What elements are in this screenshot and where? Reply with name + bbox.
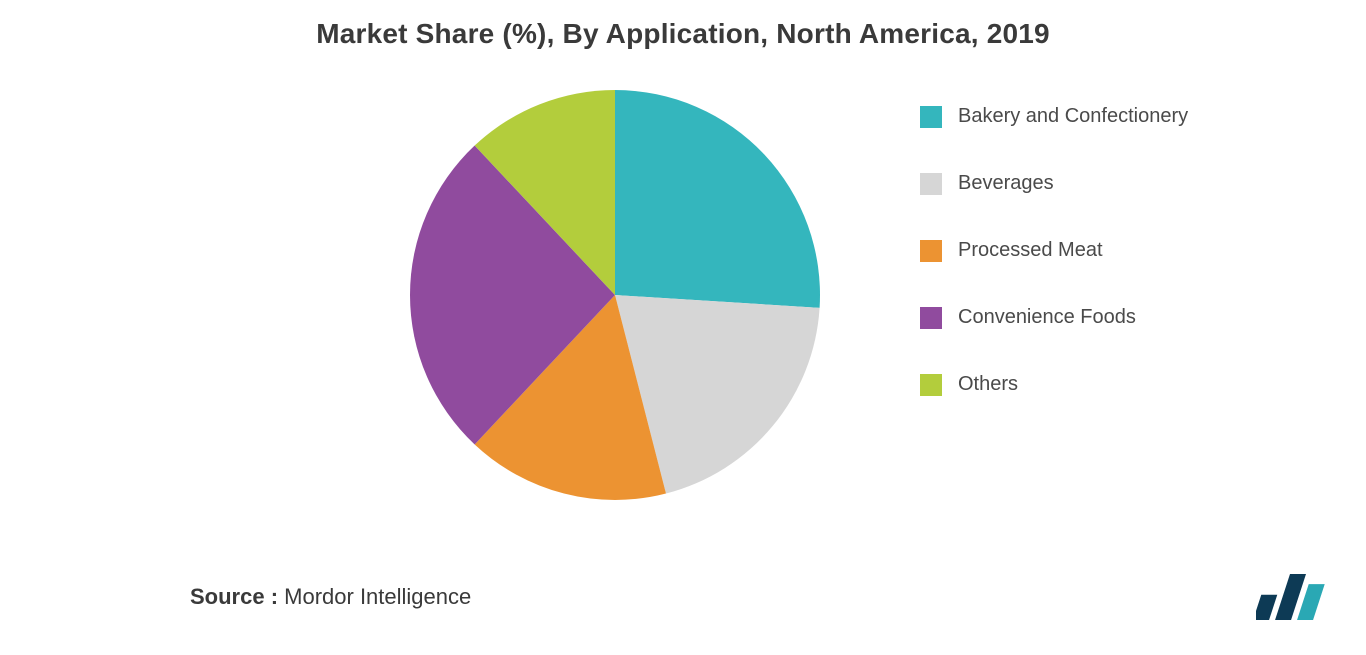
source-label: Source : bbox=[190, 584, 278, 609]
logo-bar bbox=[1256, 595, 1277, 620]
legend-label: Bakery and Confectionery bbox=[958, 105, 1188, 128]
legend-label: Processed Meat bbox=[958, 239, 1103, 262]
legend-label: Beverages bbox=[958, 172, 1054, 195]
source-value: Mordor Intelligence bbox=[278, 584, 471, 609]
legend-swatch bbox=[920, 173, 942, 195]
pie-chart bbox=[405, 85, 825, 505]
legend-swatch bbox=[920, 374, 942, 396]
logo-bar bbox=[1297, 584, 1325, 620]
legend-label: Convenience Foods bbox=[958, 306, 1136, 329]
legend-swatch bbox=[920, 240, 942, 262]
page-root: Market Share (%), By Application, North … bbox=[0, 0, 1366, 655]
legend-swatch bbox=[920, 307, 942, 329]
legend-item: Others bbox=[920, 373, 1188, 396]
legend-item: Processed Meat bbox=[920, 239, 1188, 262]
legend-swatch bbox=[920, 106, 942, 128]
legend: Bakery and Confectionery Beverages Process… bbox=[920, 105, 1188, 396]
pie-slice bbox=[615, 90, 820, 308]
mordor-logo-icon bbox=[1256, 574, 1326, 620]
legend-item: Bakery and Confectionery bbox=[920, 105, 1188, 128]
chart-title: Market Share (%), By Application, North … bbox=[0, 18, 1366, 50]
source-line: Source : Mordor Intelligence bbox=[190, 584, 471, 610]
legend-item: Beverages bbox=[920, 172, 1188, 195]
legend-label: Others bbox=[958, 373, 1018, 396]
legend-item: Convenience Foods bbox=[920, 306, 1188, 329]
